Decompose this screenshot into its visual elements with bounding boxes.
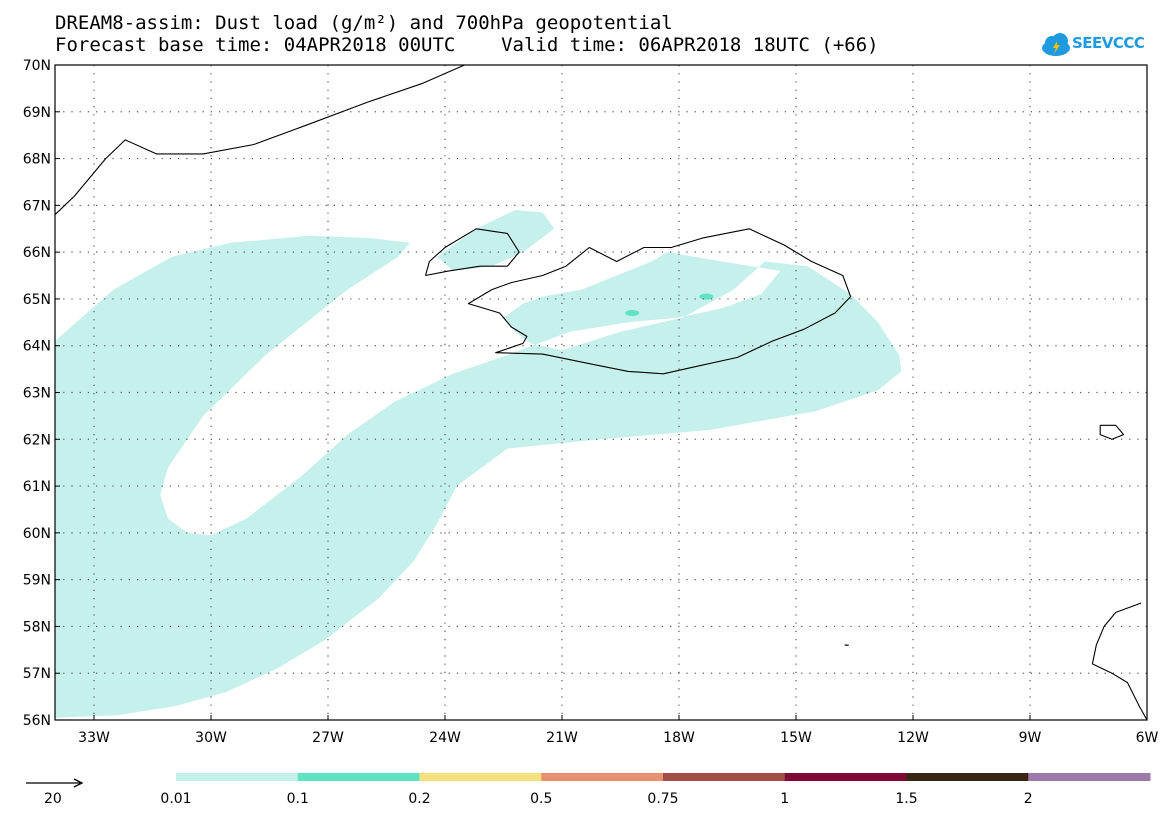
scotland-coastline [1091,602,1148,721]
colorbar-label: 0.75 [647,791,678,807]
colorbar: 20 0.01 0.1 0.2 0.5 0.75 1 1.5 2 [26,773,1151,807]
dust-area-main [55,235,902,718]
lat-label: 63N [23,386,51,402]
colorbar-box [663,773,786,781]
colorbar-box [1028,773,1151,781]
lat-label: 70N [23,58,51,74]
colorbar-label: 0.5 [530,791,552,807]
lat-label: 59N [23,573,51,589]
colorbar-label: 0.01 [160,791,191,807]
lat-label: 69N [23,105,51,121]
title-line-1: DREAM8-assim: Dust load (g/m²) and 700hP… [55,12,673,34]
lon-label: 30W [195,730,227,746]
colorbar-label: 1.5 [895,791,917,807]
cloud-icon [1042,33,1070,56]
colorbar-box [784,773,907,781]
faroe-coastline [1099,424,1125,440]
lat-label: 57N [23,666,51,682]
colorbar-boxes [176,773,1151,781]
colorbar-box [176,773,299,781]
lat-label: 68N [23,152,51,168]
westfjords-coastline [424,228,520,277]
lat-label: 64N [23,339,51,355]
colorbar-box [419,773,542,781]
iceland-coastline [467,228,852,375]
lon-label: 12W [897,730,929,746]
dust-spot-1 [625,309,640,316]
lon-label: 18W [663,730,695,746]
lon-label: 33W [78,730,110,746]
lat-label: 62N [23,432,51,448]
lon-label: 24W [429,730,461,746]
longitude-labels: 33W 30W 27W 24W 21W 18W 15W 12W 9W 6W [78,730,1158,746]
colorbar-label: 2 [1024,791,1033,807]
dust-area-northwest [437,210,555,271]
lat-label: 60N [23,526,51,542]
lon-label: 15W [780,730,812,746]
lat-label: 61N [23,479,51,495]
colorbar-labels: 0.01 0.1 0.2 0.5 0.75 1 1.5 2 [160,791,1032,807]
lon-label: 27W [312,730,344,746]
logo-text: SEEVCCC [1072,34,1145,52]
wind-reference-label: 20 [44,791,62,807]
colorbar-box [297,773,420,781]
colorbar-label: 1 [780,791,789,807]
dust-layer [55,210,902,718]
lat-label: 67N [23,198,51,214]
greenland-coastline [54,64,465,216]
dust-load-map: 56N 57N 58N 59N 60N 61N 62N 63N 64N 65N 66N 67N 68N 6… [23,58,1159,746]
lat-label: 56N [23,713,51,729]
lat-label: 65N [23,292,51,308]
latitude-labels: 56N 57N 58N 59N 60N 61N 62N 63N 64N 65N 66N 67N 68N 6… [23,58,51,729]
lat-label: 58N [23,619,51,635]
colorbar-box [541,773,664,781]
lon-label: 6W [1136,730,1159,746]
colorbar-label: 0.1 [287,791,309,807]
wind-reference-arrow [26,778,84,788]
seevccc-logo: SEEVCCC [1040,28,1155,60]
lat-label: 66N [23,245,51,261]
lon-label: 21W [546,730,578,746]
colorbar-box [906,773,1029,781]
map-frame [54,64,1148,721]
dust-spot-0 [699,293,714,300]
lon-label: 9W [1019,730,1042,746]
coastlines [54,64,1148,721]
title-line-2: Forecast base time: 04APR2018 00UTC Vali… [55,34,879,56]
colorbar-label: 0.2 [408,791,430,807]
